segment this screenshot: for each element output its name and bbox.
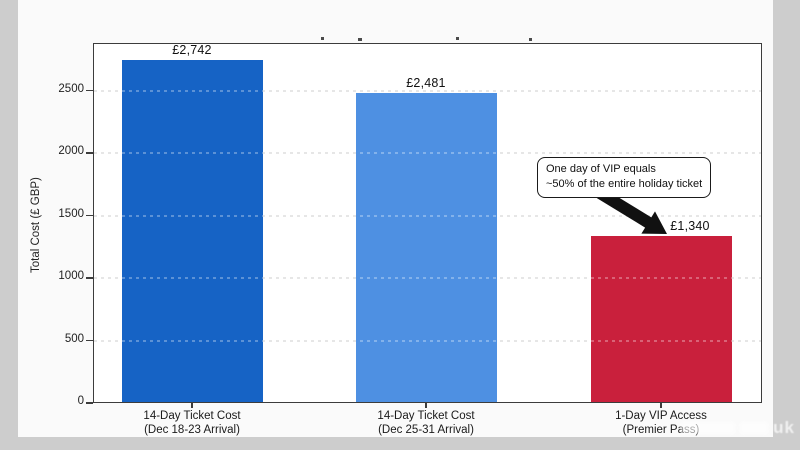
y-tick-mark — [86, 89, 93, 92]
annotation-box: One day of VIP equals ~50% of the entire… — [537, 157, 712, 198]
bar-value-label: £2,481 — [406, 75, 446, 90]
title-remnant-mark — [321, 37, 324, 40]
gridline-overlay — [94, 277, 761, 279]
gridline-overlay — [94, 89, 761, 92]
gridline — [94, 89, 761, 92]
y-tick-label: 2000 — [58, 145, 84, 157]
x-category-line-1: 1-Day VIP Access — [615, 410, 707, 422]
x-category-label: 1-Day VIP Access (Premier Pass) — [561, 409, 761, 438]
watermark-illegible-glyphs — [681, 422, 736, 434]
gridline-overlay — [94, 214, 761, 217]
y-tick-label: 1000 — [58, 270, 84, 282]
bar-value-label: £1,340 — [670, 218, 710, 233]
x-category-label: 14-Day Ticket Cost (Dec 25-31 Arrival) — [326, 409, 526, 438]
title-remnant-mark — [529, 38, 532, 41]
title-remnant-mark — [358, 38, 362, 41]
y-tick-mark — [86, 277, 93, 279]
y-tick-mark — [86, 214, 93, 217]
x-tick-mark — [660, 403, 662, 408]
bar-value-label: £2,742 — [172, 43, 212, 58]
y-tick-label: 2500 — [58, 82, 84, 95]
gridline-overlay — [94, 152, 761, 154]
x-category-label: 14-Day Ticket Cost (Dec 18-23 Arrival) — [92, 409, 292, 438]
x-category-line-1: 14-Day Ticket Cost — [143, 410, 241, 422]
y-tick-mark — [86, 339, 93, 342]
y-tick-mark — [86, 402, 93, 404]
x-category-line-1: 14-Day Ticket Cost — [377, 410, 475, 422]
annotation-line-2: ~50% of the entire holiday ticket — [546, 178, 703, 191]
bar-2 — [355, 92, 497, 403]
watermark-illegible-glyphs — [740, 422, 769, 434]
title-remnant-mark — [456, 37, 459, 40]
watermark: uk — [635, 415, 795, 441]
bar-1 — [121, 60, 263, 403]
y-tick-mark — [86, 152, 93, 154]
x-category-line-2: (Dec 25-31 Arrival) — [378, 424, 474, 437]
x-tick-mark — [191, 403, 193, 408]
bar-3 — [590, 235, 732, 403]
watermark-text: uk — [773, 418, 795, 437]
y-tick-label: 0 — [77, 395, 84, 407]
y-tick-label: 500 — [64, 332, 84, 345]
y-tick-label: 1500 — [58, 207, 84, 220]
gridline-overlay — [94, 339, 761, 342]
x-category-line-2: (Dec 18-23 Arrival) — [144, 424, 240, 437]
x-tick-mark — [425, 403, 427, 408]
annotation-line-1: One day of VIP equals — [546, 163, 656, 175]
x-category-line-2: (Premier Pass) — [622, 424, 700, 437]
